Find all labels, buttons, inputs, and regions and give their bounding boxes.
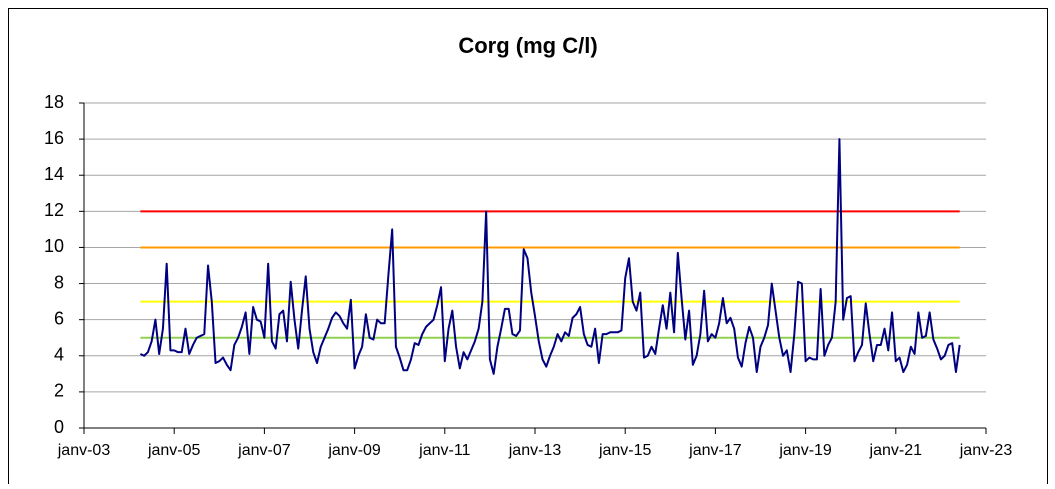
x-tick-label: janv-21 <box>869 442 923 459</box>
y-tick-label: 0 <box>54 417 64 437</box>
chart-frame <box>8 8 1048 484</box>
y-tick-label: 8 <box>54 272 64 292</box>
x-tick-label: janv-09 <box>327 442 381 459</box>
y-tick-label: 16 <box>44 128 64 148</box>
chart-title: Corg (mg C/l) <box>458 33 597 58</box>
x-tick-label: janv-19 <box>778 442 832 459</box>
y-tick-label: 14 <box>44 164 64 184</box>
data-line <box>139 138 961 375</box>
x-tick-label: janv-23 <box>959 442 1013 459</box>
y-tick-label: 4 <box>54 345 64 365</box>
y-tick-label: 12 <box>44 200 64 220</box>
x-tick-label: janv-13 <box>508 442 562 459</box>
y-tick-label: 18 <box>44 92 64 112</box>
x-tick-label: janv-17 <box>688 442 742 459</box>
x-tick-label: janv-07 <box>237 442 291 459</box>
y-tick-label: 6 <box>54 308 64 328</box>
x-tick-label: janv-03 <box>57 442 111 459</box>
x-tick-label: janv-15 <box>598 442 652 459</box>
x-tick-label: janv-05 <box>147 442 201 459</box>
y-tick-label: 2 <box>54 381 64 401</box>
y-tick-label: 10 <box>44 236 64 256</box>
x-tick-label: janv-11 <box>418 442 470 459</box>
